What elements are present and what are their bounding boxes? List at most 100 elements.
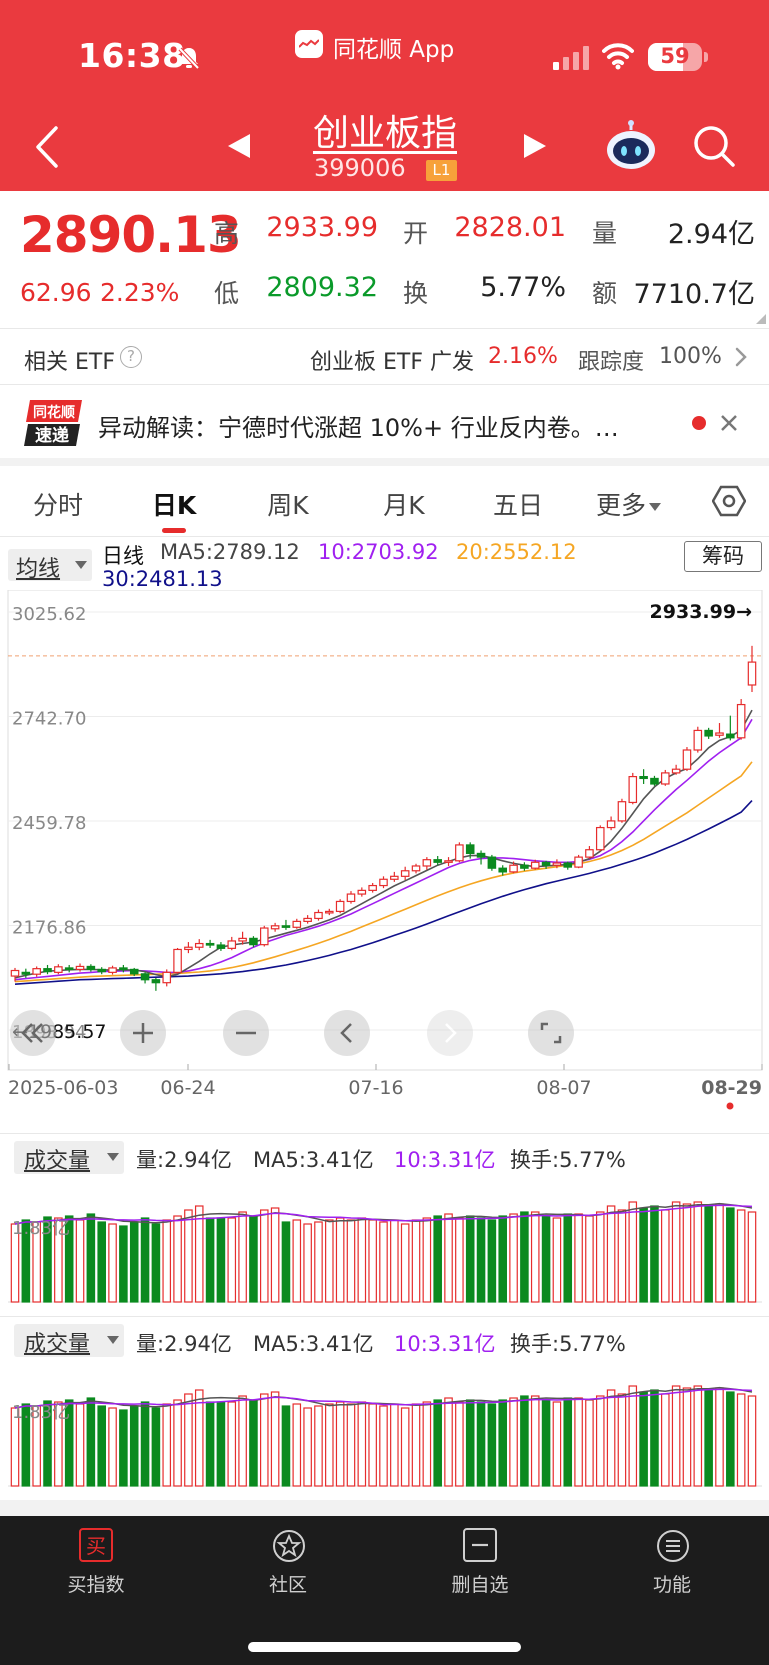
- volume-ma10: 10:3.31亿: [394, 1148, 496, 1172]
- candle: [444, 857, 453, 866]
- volume-bar-chart-2[interactable]: 1.83亿: [0, 1360, 769, 1490]
- volume-bar: [43, 1400, 52, 1487]
- volume-indicator-button[interactable]: 成交量: [14, 1141, 124, 1174]
- volume-bar-chart[interactable]: 1.83亿: [0, 1176, 769, 1306]
- volume-bar: [346, 1403, 356, 1487]
- settings-hexagon-icon[interactable]: [712, 484, 746, 518]
- volume-bar: [335, 1401, 345, 1487]
- candle: [227, 936, 237, 951]
- etf-change-percent: 2.16%: [488, 344, 558, 369]
- low-label: 低: [214, 279, 240, 308]
- tracking-label: 跟踪度: [578, 350, 645, 375]
- volume-bar: [650, 1389, 659, 1487]
- volume-bar: [357, 1401, 367, 1487]
- related-etf-label: 相关 ETF: [24, 350, 115, 375]
- volume-bar: [64, 1215, 74, 1303]
- volume-bar: [162, 1219, 172, 1303]
- fullscreen-button[interactable]: [528, 1010, 574, 1056]
- volume-bar: [21, 1219, 31, 1303]
- chevron-down-icon: [75, 561, 87, 569]
- candle: [487, 854, 497, 871]
- volume-bar: [726, 1391, 735, 1487]
- volume-ma5-line: [14, 1386, 753, 1409]
- volume-bar: [433, 1215, 442, 1303]
- app-name[interactable]: 同花顺 App: [333, 37, 455, 63]
- candle: [346, 891, 356, 904]
- tab-weekly-k[interactable]: 周K: [267, 491, 309, 520]
- ai-assistant-robot-icon[interactable]: [604, 120, 658, 172]
- previous-index-icon[interactable]: [226, 132, 252, 160]
- next-index-icon[interactable]: [522, 132, 548, 160]
- candle: [455, 842, 464, 863]
- tab-five-day[interactable]: 五日: [492, 491, 543, 520]
- volume-bar: [530, 1395, 540, 1487]
- help-icon[interactable]: ?: [120, 346, 142, 368]
- candle: [270, 922, 280, 932]
- volume-bar: [119, 1409, 128, 1487]
- etf-name[interactable]: 创业板 ETF 广发: [310, 350, 474, 375]
- volume-bar: [617, 1209, 627, 1303]
- candle: [704, 727, 713, 739]
- zoom-in-button[interactable]: [120, 1010, 166, 1056]
- volume-bar: [108, 1407, 117, 1487]
- close-icon[interactable]: [720, 414, 738, 432]
- news-headline[interactable]: 异动解读：宁德时代涨超 10%+ 行业反内卷。…: [98, 414, 619, 442]
- volume-bar: [75, 1403, 85, 1487]
- volume-bar: [194, 1389, 204, 1487]
- volume-bar: [259, 1393, 269, 1487]
- candle: [21, 968, 31, 978]
- volume-value-2: 量:2.94亿: [136, 1332, 232, 1356]
- scroll-right-button[interactable]: [427, 1010, 473, 1056]
- candle: [259, 925, 269, 947]
- volume-bar: [216, 1401, 226, 1487]
- scroll-left-fast-button[interactable]: [10, 1010, 56, 1056]
- candle: [736, 699, 746, 740]
- volume-bar: [595, 1211, 605, 1303]
- volume-bar: [108, 1223, 117, 1303]
- latest-date-dot: [726, 1102, 734, 1110]
- menu-icon: [657, 1530, 689, 1562]
- volume-bar: [574, 1213, 583, 1303]
- tab-intraday[interactable]: 分时: [32, 491, 83, 520]
- candle: [726, 715, 735, 741]
- tab-monthly-k[interactable]: 月K: [383, 491, 425, 520]
- volume-bar: [325, 1219, 334, 1303]
- expand-corner-icon[interactable]: [756, 314, 766, 324]
- volume-bar: [390, 1403, 399, 1487]
- volume-bar: [173, 1399, 182, 1487]
- tab-more[interactable]: 更多: [596, 486, 676, 522]
- candle: [411, 863, 421, 874]
- fullscreen-icon: [540, 1022, 562, 1044]
- search-icon[interactable]: [692, 124, 736, 168]
- index-title[interactable]: 创业板指: [312, 113, 457, 154]
- tab-daily-k[interactable]: 日K: [151, 491, 197, 520]
- nav-buy-index[interactable]: 买 买指数: [0, 1516, 192, 1626]
- zoom-out-button[interactable]: [223, 1010, 269, 1056]
- candle: [292, 918, 302, 929]
- candle: [639, 769, 648, 784]
- back-arrow-icon[interactable]: [30, 124, 66, 170]
- chevron-right-icon[interactable]: [734, 346, 748, 368]
- volume-bar: [422, 1217, 432, 1303]
- nav-community[interactable]: 社区: [192, 1516, 384, 1626]
- volume-bar: [736, 1393, 746, 1487]
- nav-remove-watchlist[interactable]: 删自选: [384, 1516, 576, 1626]
- volume-bar: [704, 1389, 713, 1487]
- volume-bar: [140, 1217, 150, 1303]
- volume-indicator-button-2[interactable]: 成交量: [14, 1324, 124, 1357]
- ma30-value: 30:2481.13: [102, 567, 223, 591]
- volume-bar: [606, 1389, 616, 1487]
- nav-functions[interactable]: 功能: [576, 1516, 768, 1626]
- volume-bar: [715, 1387, 724, 1487]
- volume-bar: [390, 1219, 399, 1303]
- chips-distribution-button[interactable]: 筹码: [684, 541, 762, 572]
- svg-text:速递: 速递: [35, 425, 69, 446]
- volume-bar: [216, 1217, 226, 1303]
- volume-bar: [270, 1391, 280, 1487]
- volume-bar: [205, 1217, 215, 1303]
- ma-selector-button[interactable]: 均线: [8, 549, 92, 582]
- scroll-left-button[interactable]: [324, 1010, 370, 1056]
- candle: [173, 947, 182, 974]
- volume-bar: [97, 1221, 106, 1303]
- candlestick-chart[interactable]: 3025.622742.702459.782176.861893.942933.…: [0, 590, 769, 1130]
